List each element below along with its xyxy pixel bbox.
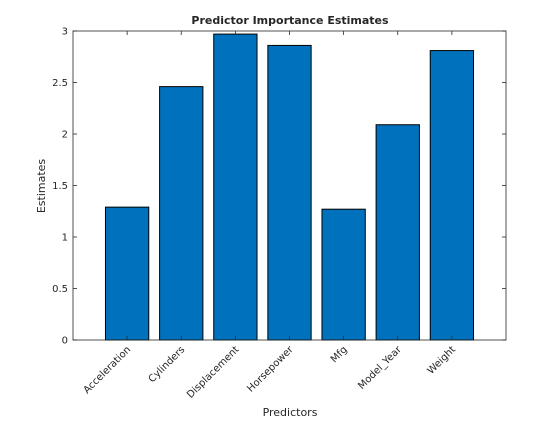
y-tick-label: 3 <box>62 27 68 38</box>
bar-cylinders <box>159 86 204 341</box>
x-tick-label: Acceleration <box>82 344 134 396</box>
y-tick-label: 0 <box>62 336 68 347</box>
bar-displacement <box>213 33 258 341</box>
bar-horsepower <box>267 44 312 341</box>
y-tick-label: 0.5 <box>52 284 68 295</box>
bar-mfg <box>321 208 366 341</box>
y-tick-label: 2.5 <box>52 78 68 89</box>
y-axis-label: Estimates <box>35 159 48 214</box>
x-tick-label: Horsepower <box>245 344 296 395</box>
x-tick-label: Cylinders <box>147 344 188 385</box>
x-tick-label: Mfg <box>329 344 350 365</box>
plot-area: 0 0.5 1 1.5 2 2.5 3 Acceleration CylindersDispla… <box>52 27 507 401</box>
y-tick-label: 1.5 <box>52 181 68 192</box>
x-tick-label: Model_Year <box>356 344 404 392</box>
chart-title: Predictor Importance Estimates <box>191 14 389 27</box>
y-tick-label: 2 <box>62 130 68 141</box>
bar-model-year <box>375 124 420 341</box>
y-tick-label: 1 <box>62 233 68 244</box>
bar-weight <box>429 50 475 341</box>
x-tick-label: Displacement <box>185 344 241 400</box>
bar-acceleration <box>104 206 150 341</box>
x-axis-label: Predictors <box>263 406 318 419</box>
x-tick-label: Weight <box>426 344 458 376</box>
